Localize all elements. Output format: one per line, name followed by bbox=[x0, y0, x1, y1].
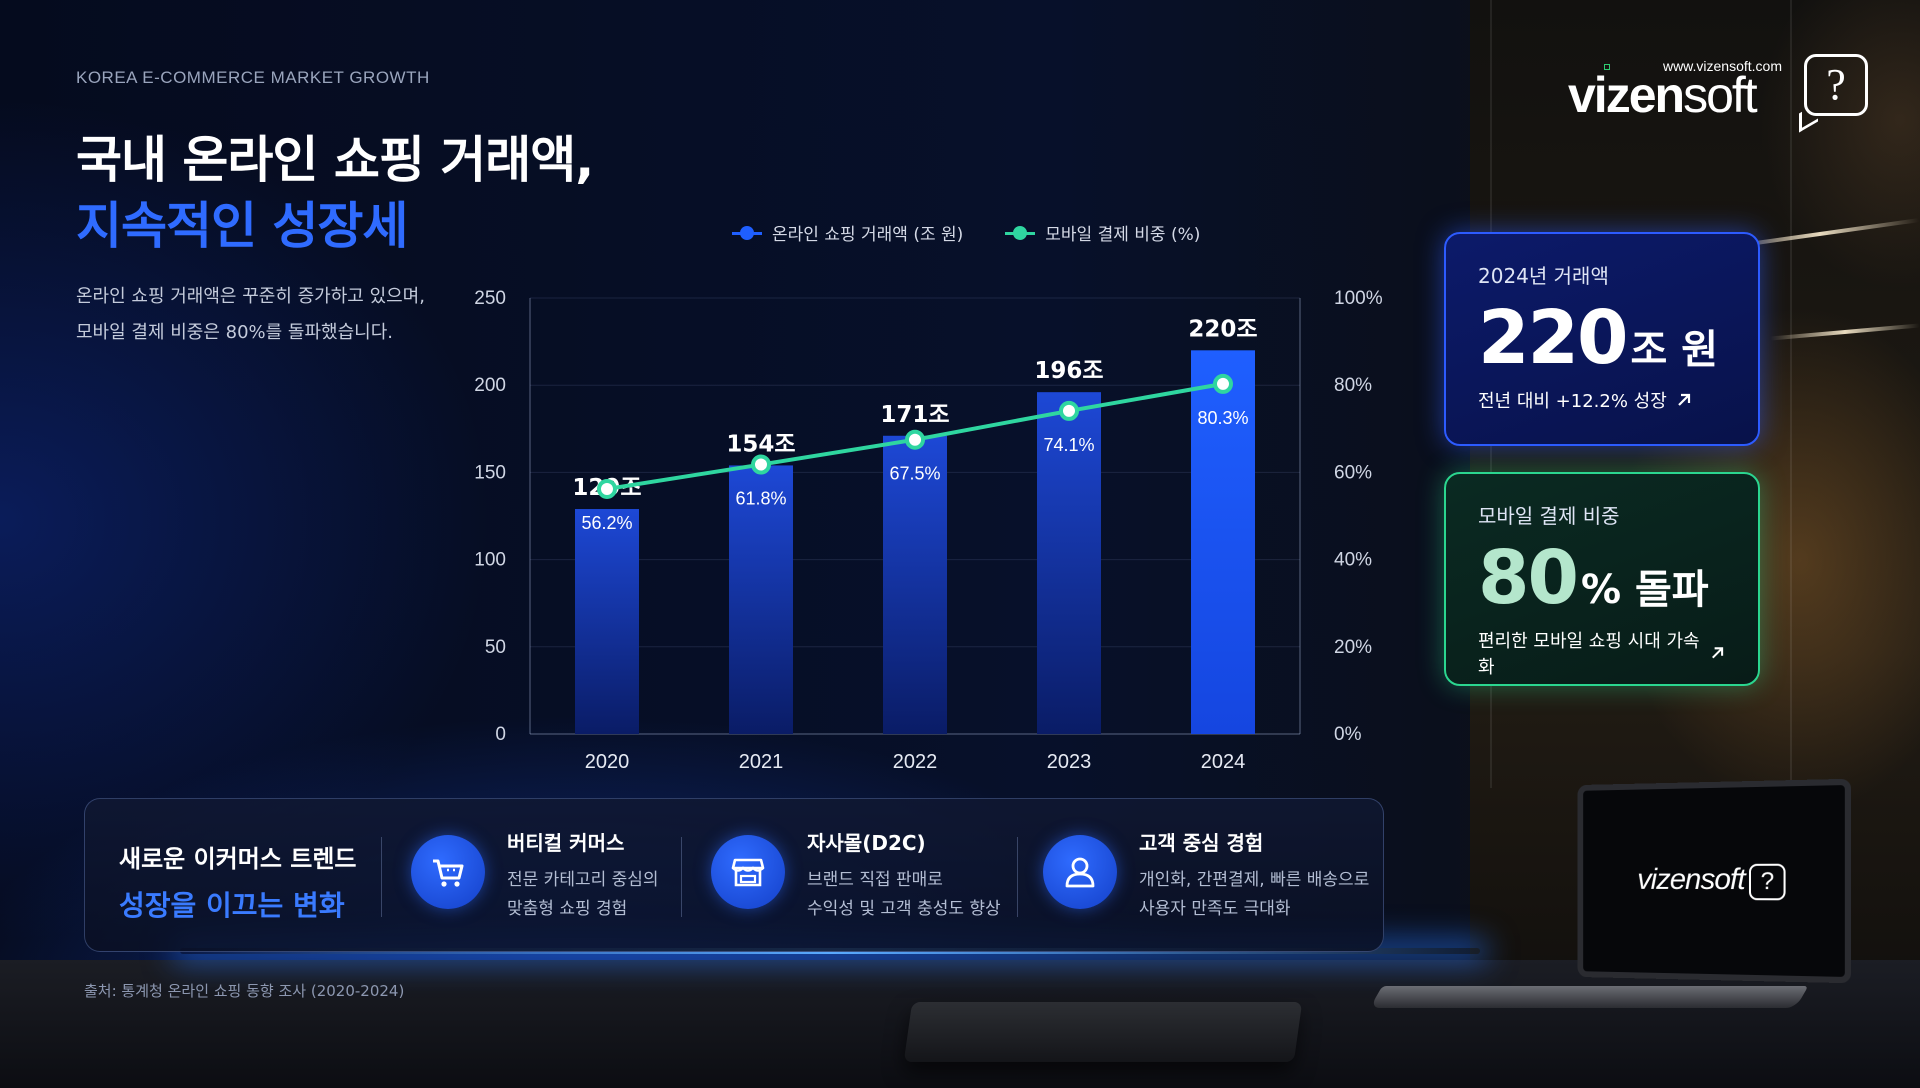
trend-item-customer-experience: 고객 중심 경험 개인화, 간편결제, 빠른 배송으로 사용자 만족도 극대화 bbox=[1043, 827, 1369, 924]
x-tick-label: 2021 bbox=[739, 751, 784, 773]
bar-value-label: 220조 bbox=[1188, 316, 1257, 342]
divider bbox=[681, 837, 682, 917]
user-icon bbox=[1043, 835, 1117, 909]
chart-legend: 온라인 쇼핑 거래액 (조 원) 모바일 결제 비중 (%) bbox=[732, 220, 1200, 245]
trend-item-desc: 개인화, 간편결제, 빠른 배송으로 사용자 만족도 극대화 bbox=[1139, 866, 1369, 924]
notebook-prop bbox=[904, 1002, 1302, 1062]
revenue-stat-value: 220 조 원 bbox=[1478, 295, 1726, 381]
y-tick-left: 200 bbox=[474, 375, 506, 396]
line-value-label: 74.1% bbox=[1043, 435, 1094, 455]
y-tick-left: 100 bbox=[474, 550, 506, 571]
bar-value-label: 196조 bbox=[1034, 358, 1103, 384]
source-note: 출처: 통계청 온라인 쇼핑 동향 조사 (2020-2024) bbox=[84, 980, 404, 1001]
shopping-cart-icon bbox=[411, 835, 485, 909]
mobile-stat-sub: 편리한 모바일 쇼핑 시대 가속화 bbox=[1478, 627, 1726, 679]
line-value-label: 67.5% bbox=[889, 464, 940, 484]
line-point bbox=[753, 457, 769, 473]
laptop-screen: vizensoft? bbox=[1578, 779, 1852, 984]
trend-heading-line-2: 성장을 이끄는 변화 bbox=[119, 884, 357, 924]
mobile-stat-card: 모바일 결제 비중 80% 돌파 편리한 모바일 쇼핑 시대 가속화 bbox=[1444, 472, 1760, 686]
storefront-icon bbox=[711, 835, 785, 909]
y-tick-right: 100% bbox=[1334, 288, 1383, 309]
trend-item-desc: 전문 카테고리 중심의 맞춤형 쇼핑 경험 bbox=[507, 866, 659, 924]
page-subtitle: 지속적인 성장세 bbox=[76, 186, 407, 258]
line-value-label: 56.2% bbox=[581, 513, 632, 533]
revenue-stat-label: 2024년 거래액 bbox=[1478, 260, 1726, 289]
legend-line-marker bbox=[1005, 226, 1035, 240]
combo-chart: 0501001502002500%20%40%60%80%100%129조202… bbox=[440, 270, 1400, 790]
legend-bar-marker bbox=[732, 226, 762, 240]
line-point bbox=[599, 481, 615, 497]
legend-item-bar: 온라인 쇼핑 거래액 (조 원) bbox=[732, 220, 963, 245]
trend-panel: 새로운 이커머스 트렌드 성장을 이끄는 변화 버티컬 커머스 전문 카테고리 … bbox=[84, 798, 1384, 952]
y-tick-right: 80% bbox=[1334, 375, 1372, 396]
x-tick-label: 2024 bbox=[1201, 751, 1246, 773]
trend-heading: 새로운 이커머스 트렌드 성장을 이끄는 변화 bbox=[119, 839, 357, 924]
y-tick-left: 0 bbox=[495, 724, 506, 745]
y-tick-left: 250 bbox=[474, 288, 506, 309]
bar-value-label: 154조 bbox=[726, 431, 795, 457]
trend-item-desc: 브랜드 직접 판매로 수익성 및 고객 충성도 향상 bbox=[807, 866, 1001, 924]
y-tick-right: 40% bbox=[1334, 550, 1372, 571]
description-line-2: 모바일 결제 비중은 80%를 돌파했습니다. bbox=[76, 318, 393, 344]
description-line-1: 온라인 쇼핑 거래액은 꾸준히 증가하고 있으며, bbox=[76, 282, 425, 308]
y-tick-right: 20% bbox=[1334, 637, 1372, 658]
eyebrow-label: KOREA E-COMMERCE MARKET GROWTH bbox=[76, 68, 430, 88]
y-tick-left: 150 bbox=[474, 462, 506, 483]
trend-item-vertical-commerce: 버티컬 커머스 전문 카테고리 중심의 맞춤형 쇼핑 경험 bbox=[411, 827, 659, 924]
trend-item-d2c: 자사몰(D2C) 브랜드 직접 판매로 수익성 및 고객 충성도 향상 bbox=[711, 827, 1001, 924]
mobile-stat-label: 모바일 결제 비중 bbox=[1478, 500, 1726, 529]
trend-item-title: 고객 중심 경험 bbox=[1139, 827, 1369, 856]
bar bbox=[575, 509, 639, 734]
y-tick-right: 60% bbox=[1334, 462, 1372, 483]
line-point bbox=[1215, 376, 1231, 392]
x-tick-label: 2020 bbox=[585, 751, 630, 773]
brand-logo: www.vizensoft.com vizensoft ? bbox=[1568, 52, 1868, 124]
laptop-logo: vizensoft? bbox=[1637, 862, 1785, 900]
bar-value-label: 171조 bbox=[880, 402, 949, 428]
line-value-label: 80.3% bbox=[1197, 408, 1248, 428]
page-title: 국내 온라인 쇼핑 거래액, bbox=[76, 120, 593, 192]
brand-name: vizensoft bbox=[1568, 66, 1756, 124]
legend-bar-label: 온라인 쇼핑 거래액 (조 원) bbox=[772, 220, 963, 245]
divider bbox=[381, 837, 382, 917]
divider bbox=[1017, 837, 1018, 917]
line-point bbox=[1061, 403, 1077, 419]
y-tick-right: 0% bbox=[1334, 724, 1362, 745]
x-tick-label: 2023 bbox=[1047, 751, 1092, 773]
mobile-stat-value: 80% 돌파 bbox=[1478, 535, 1726, 621]
trend-item-title: 버티컬 커머스 bbox=[507, 827, 659, 856]
revenue-stat-card: 2024년 거래액 220 조 원 전년 대비 +12.2% 성장 bbox=[1444, 232, 1760, 446]
arrow-up-right-icon bbox=[1675, 391, 1693, 409]
revenue-stat-sub: 전년 대비 +12.2% 성장 bbox=[1478, 387, 1726, 413]
legend-line-label: 모바일 결제 비중 (%) bbox=[1045, 220, 1200, 245]
question-mark-icon: ? bbox=[1804, 54, 1868, 116]
trend-item-title: 자사몰(D2C) bbox=[807, 827, 1001, 856]
laptop-base bbox=[1370, 986, 1809, 1008]
legend-item-line: 모바일 결제 비중 (%) bbox=[1005, 220, 1200, 245]
arrow-up-right-icon bbox=[1709, 644, 1726, 662]
x-tick-label: 2022 bbox=[893, 751, 938, 773]
trend-heading-line-1: 새로운 이커머스 트렌드 bbox=[119, 839, 357, 874]
line-value-label: 61.8% bbox=[735, 489, 786, 509]
y-tick-left: 50 bbox=[485, 637, 506, 658]
line-point bbox=[907, 432, 923, 448]
